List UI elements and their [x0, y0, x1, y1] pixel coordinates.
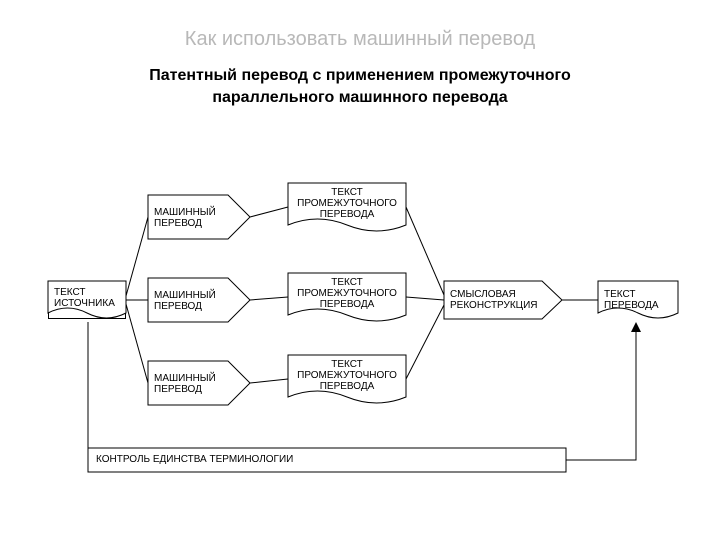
- page-subtitle: Патентный перевод с применением промежут…: [0, 65, 720, 110]
- box-inter2-label: ТЕКСТ ПРОМЕЖУТОЧНОГО ПЕРЕВОДА: [288, 277, 406, 310]
- box-inter3-label: ТЕКСТ ПРОМЕЖУТОЧНОГО ПЕРЕВОДА: [288, 359, 406, 392]
- page-title: Как использовать машинный перевод: [0, 28, 720, 51]
- box-result-label: ТЕКСТ ПЕРЕВОДА: [604, 289, 672, 311]
- box-source-label2: ТЕКСТ ИСТОЧНИКА: [54, 287, 120, 309]
- box-control-label: КОНТРОЛЬ ЕДИНСТВА ТЕРМИНОЛОГИИ: [96, 454, 558, 465]
- box-mt2-label: МАШИННЫЙ ПЕРЕВОД: [154, 290, 228, 312]
- box-mt1-label: МАШИННЫЙ ПЕРЕВОД: [154, 207, 228, 229]
- subtitle-line1: Патентный перевод с применением промежут…: [149, 67, 571, 84]
- box-mt3-label: МАШИННЫЙ ПЕРЕВОД: [154, 373, 228, 395]
- box-recon-label: СМЫСЛОВАЯ РЕКОНСТРУКЦИЯ: [450, 289, 544, 311]
- box-inter1-label: ТЕКСТ ПРОМЕЖУТОЧНОГО ПЕРЕВОДА: [288, 187, 406, 220]
- subtitle-line2: параллельного машинного перевода: [212, 89, 507, 106]
